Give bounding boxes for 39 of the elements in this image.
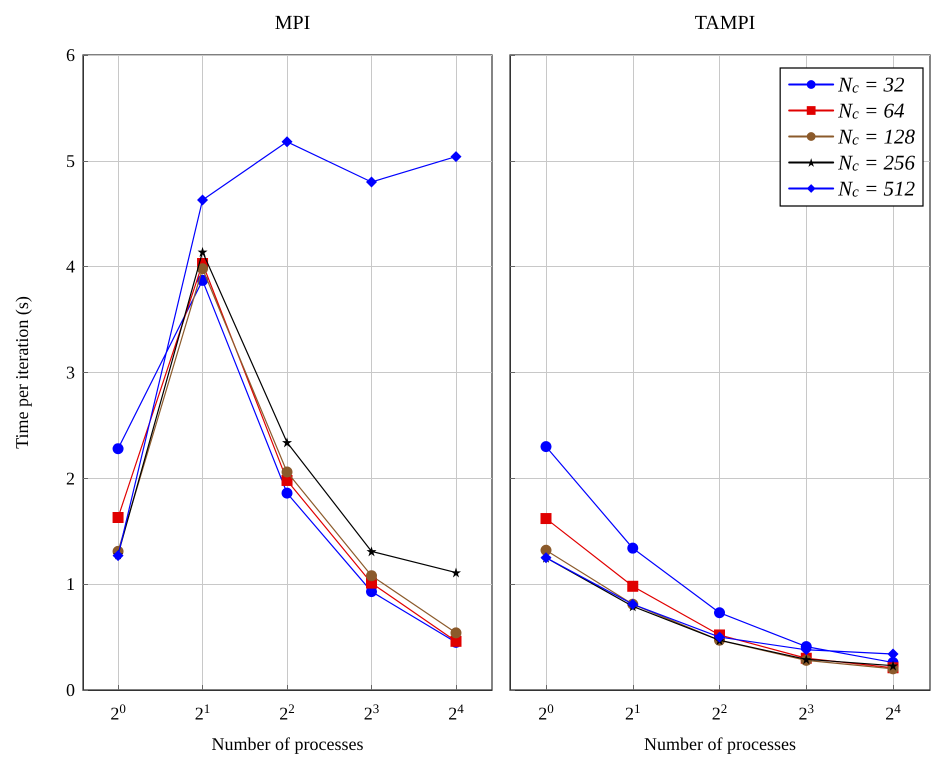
point: [714, 607, 726, 618]
y-tick-label: 6: [66, 45, 75, 65]
y-tick-label: 5: [66, 150, 75, 171]
y-tick-label: 0: [66, 680, 75, 700]
y-tick-label: 3: [66, 362, 75, 382]
point: [627, 542, 638, 554]
point: [450, 568, 461, 578]
point: [888, 660, 898, 671]
point: [366, 176, 378, 188]
chart-title: TAMPI: [694, 12, 756, 34]
point: [282, 488, 293, 499]
legend-label: Nc = 64: [837, 98, 905, 122]
point: [282, 136, 293, 148]
point: [714, 632, 726, 643]
legend-label: Nc = 32: [837, 72, 905, 96]
legend-label: Nc = 128: [837, 124, 916, 148]
point: [366, 570, 378, 582]
point: [282, 437, 292, 448]
y-tick-label: 2: [66, 468, 75, 488]
point: [282, 466, 293, 478]
y-tick-label: 4: [66, 256, 75, 277]
x-axis-title: Number of processes: [212, 734, 364, 754]
point: [540, 441, 552, 452]
point: [627, 580, 638, 592]
point: [197, 194, 208, 206]
point: [112, 443, 124, 454]
point: [540, 513, 552, 524]
x-axis-title: Number of processes: [644, 734, 796, 754]
point: [197, 263, 208, 274]
y-axis-title: Time per iteration (s): [12, 296, 32, 449]
point: [366, 546, 377, 556]
legend-label: Nc = 256: [837, 150, 916, 174]
point: [450, 627, 462, 638]
legend-label: Nc = 512: [837, 176, 916, 200]
point: [112, 512, 124, 523]
point: [198, 246, 208, 257]
point: [450, 151, 462, 162]
y-tick-label: 1: [66, 574, 75, 594]
chart-title: MPI: [274, 12, 310, 34]
